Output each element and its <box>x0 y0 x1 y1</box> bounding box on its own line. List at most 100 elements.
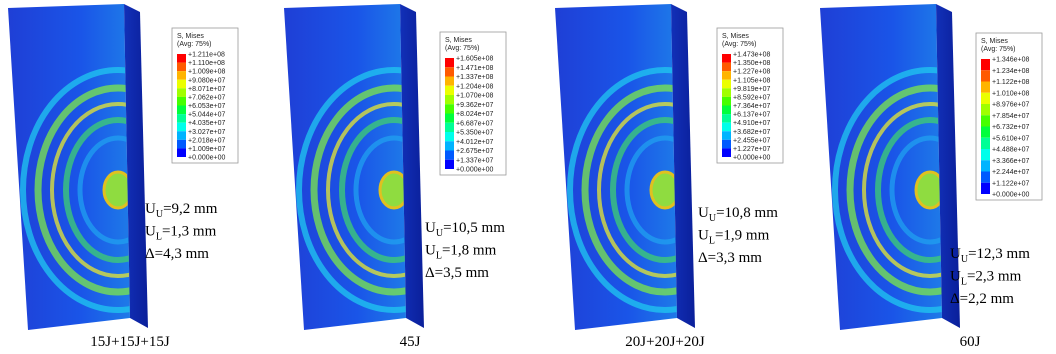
measurement-value: =1,8 mm <box>442 243 497 259</box>
caption: 15J+15J+15J <box>90 334 170 350</box>
legend-value: +0.000e+00 <box>456 167 493 174</box>
legend-swatch <box>722 88 731 97</box>
legend-value: +0.000e+00 <box>992 192 1029 199</box>
symbol: U <box>698 228 709 244</box>
legend-value: +1.010e+08 <box>992 90 1029 97</box>
subscript: L <box>156 232 162 243</box>
legend-title: S, Mises <box>177 33 204 40</box>
measurement: Δ=4,3 mm <box>145 246 209 262</box>
legend-swatch <box>981 160 990 172</box>
legend-swatch <box>177 114 186 123</box>
stress-rings <box>20 67 130 313</box>
legend-value: +1.605e+08 <box>456 56 493 63</box>
legend-swatch <box>722 54 731 63</box>
legend-swatch <box>177 79 186 89</box>
stress-ring <box>610 117 677 263</box>
legend-value: +1.070e+08 <box>456 93 493 100</box>
legend-swatch <box>445 85 454 95</box>
legend-value: +6.053e+07 <box>188 103 225 110</box>
subscript: L <box>709 236 715 247</box>
legend-value: +1.346e+08 <box>992 57 1029 64</box>
stress-ring <box>889 135 942 245</box>
stress-rings <box>296 67 406 313</box>
legend-value: +0.000e+00 <box>188 155 225 162</box>
measurement-value: =10,8 mm <box>716 205 778 221</box>
symbol: U <box>145 201 156 217</box>
legend-value: +1.110e+08 <box>188 60 225 67</box>
legend-swatch <box>445 122 454 132</box>
impact-zone <box>914 170 942 210</box>
stress-ring <box>597 102 677 278</box>
legend-value: +1.337e+07 <box>456 157 493 164</box>
stress-ring <box>20 67 130 313</box>
legend-swatch <box>981 81 990 93</box>
legend-swatch <box>722 114 731 123</box>
measurement: Δ=2,2 mm <box>950 291 1014 307</box>
legend-value: +1.473e+08 <box>733 52 770 59</box>
legend-swatch <box>722 71 731 80</box>
legend-swatch <box>445 104 454 114</box>
legend-value: +4.035e+07 <box>188 120 225 127</box>
legend-value: +1.227e+07 <box>733 146 770 153</box>
stress-ring <box>832 67 942 313</box>
panel: S, Mises(Avg: 75%) +1.605e+08 +1.471e+08 +1… <box>284 4 507 350</box>
legend-value: +3.366e+07 <box>992 158 1029 165</box>
legend-swatch <box>981 92 990 104</box>
measurement-value: =2,3 mm <box>967 269 1022 285</box>
legend-value: +2.675e+07 <box>456 148 493 155</box>
stress-ring <box>624 135 677 245</box>
legend-swatch <box>445 150 454 160</box>
legend-swatch <box>722 105 731 115</box>
legend-value: +3.682e+07 <box>733 129 770 136</box>
stress-ring <box>353 135 406 245</box>
stress-ring <box>862 102 942 278</box>
measurement-value: Δ=3,5 mm <box>425 265 489 281</box>
measurement: UU=12,3 mm <box>950 246 1030 265</box>
legend-subtitle: (Avg: 75%) <box>177 41 212 48</box>
stress-ring <box>567 67 677 313</box>
legend-value: +8.976e+07 <box>992 102 1029 109</box>
impact-zone <box>102 170 130 210</box>
impact-zone <box>378 170 406 210</box>
legend-value: +5.044e+07 <box>188 112 225 119</box>
plate-side <box>400 4 424 328</box>
stress-ring <box>34 84 130 296</box>
symbol: U <box>425 220 436 236</box>
legend-value: +1.009e+07 <box>188 146 225 153</box>
measurement: UU=10,8 mm <box>698 205 778 224</box>
legend-swatch <box>722 122 731 132</box>
legend-value: +7.854e+07 <box>992 113 1029 120</box>
legend-swatch <box>445 159 454 169</box>
legend-swatch <box>722 62 731 72</box>
measurement-value: =9,2 mm <box>163 201 218 217</box>
symbol: U <box>145 224 156 240</box>
stress-ring <box>50 102 130 278</box>
measurement: UL=1,9 mm <box>698 228 770 247</box>
legend-value: +8.592e+07 <box>733 94 770 101</box>
legend-swatch <box>445 67 454 77</box>
legend-swatch <box>177 62 186 72</box>
legend-value: +1.204e+08 <box>456 83 493 90</box>
measurement-value: Δ=2,2 mm <box>950 291 1014 307</box>
stress-ring <box>296 67 406 313</box>
subscript: U <box>156 209 164 220</box>
legend-value: +1.122e+07 <box>992 180 1029 187</box>
stress-ring <box>339 117 406 263</box>
stress-rings <box>832 67 942 313</box>
legend-swatch <box>445 95 454 105</box>
legend-title: S, Mises <box>722 33 749 40</box>
legend-value: +2.244e+07 <box>992 169 1029 176</box>
symbol: U <box>698 205 709 221</box>
measurement: UU=10,5 mm <box>425 220 505 239</box>
legend-value: +8.024e+07 <box>456 111 493 118</box>
legend-swatch <box>981 115 990 127</box>
stress-ring <box>875 117 942 263</box>
legend-value: +6.687e+07 <box>456 120 493 127</box>
legend-swatch <box>445 132 454 142</box>
measurement-value: Δ=3,3 mm <box>698 250 762 266</box>
stress-ring <box>846 84 942 296</box>
legend-swatch <box>722 148 731 157</box>
legend-swatch <box>445 113 454 123</box>
legend-swatch <box>722 96 731 106</box>
measurement: Δ=3,5 mm <box>425 265 489 281</box>
